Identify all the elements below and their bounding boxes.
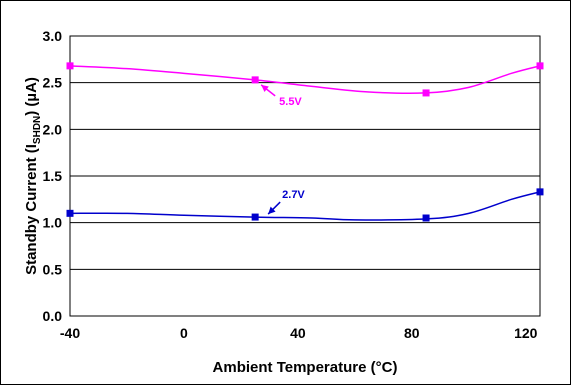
- series-line-27v: [70, 192, 540, 220]
- data-point-55v: [423, 89, 430, 96]
- y-tick-label: 0.5: [43, 261, 63, 277]
- x-axis-title: Ambient Temperature (°C): [213, 359, 398, 376]
- y-tick-label: 2.5: [43, 75, 63, 91]
- data-point-55v: [67, 62, 74, 69]
- annotation-label-27v: 2.7V: [282, 189, 305, 201]
- y-tick-label: 2.0: [43, 121, 63, 137]
- y-tick-label: 3.0: [43, 28, 63, 44]
- x-tick-label: 0: [180, 325, 188, 341]
- series-line-55v: [70, 66, 540, 93]
- annotation-label-55v: 5.5V: [279, 96, 302, 108]
- data-point-27v: [537, 188, 544, 195]
- y-axis-title-sub: SHDN: [32, 116, 43, 144]
- x-tick-label: 80: [404, 325, 420, 341]
- data-point-27v: [423, 215, 430, 222]
- data-point-55v: [252, 76, 259, 83]
- data-point-27v: [252, 214, 259, 221]
- x-tick-labels: -40 0 40 80 120: [60, 325, 538, 341]
- x-tick-label: 120: [514, 325, 538, 341]
- y-tick-labels: 0.0 0.5 1.0 1.5 2.0 2.5 3.0: [43, 28, 63, 324]
- y-axis-title-main: Standby Current (I: [23, 144, 40, 275]
- data-point-27v: [67, 210, 74, 217]
- y-tick-label: 0.0: [43, 308, 63, 324]
- data-point-55v: [537, 62, 544, 69]
- x-tick-label: -40: [60, 325, 80, 341]
- y-tick-label: 1.0: [43, 215, 63, 231]
- series-group: 5.5V 2.7V: [67, 62, 544, 221]
- y-axis-title-tail: ) (µA): [23, 77, 40, 116]
- gridlines: [70, 36, 540, 316]
- y-tick-label: 1.5: [43, 168, 63, 184]
- x-tick-label: 40: [290, 325, 306, 341]
- y-axis-title: Standby Current (ISHDN) (µA): [23, 77, 43, 275]
